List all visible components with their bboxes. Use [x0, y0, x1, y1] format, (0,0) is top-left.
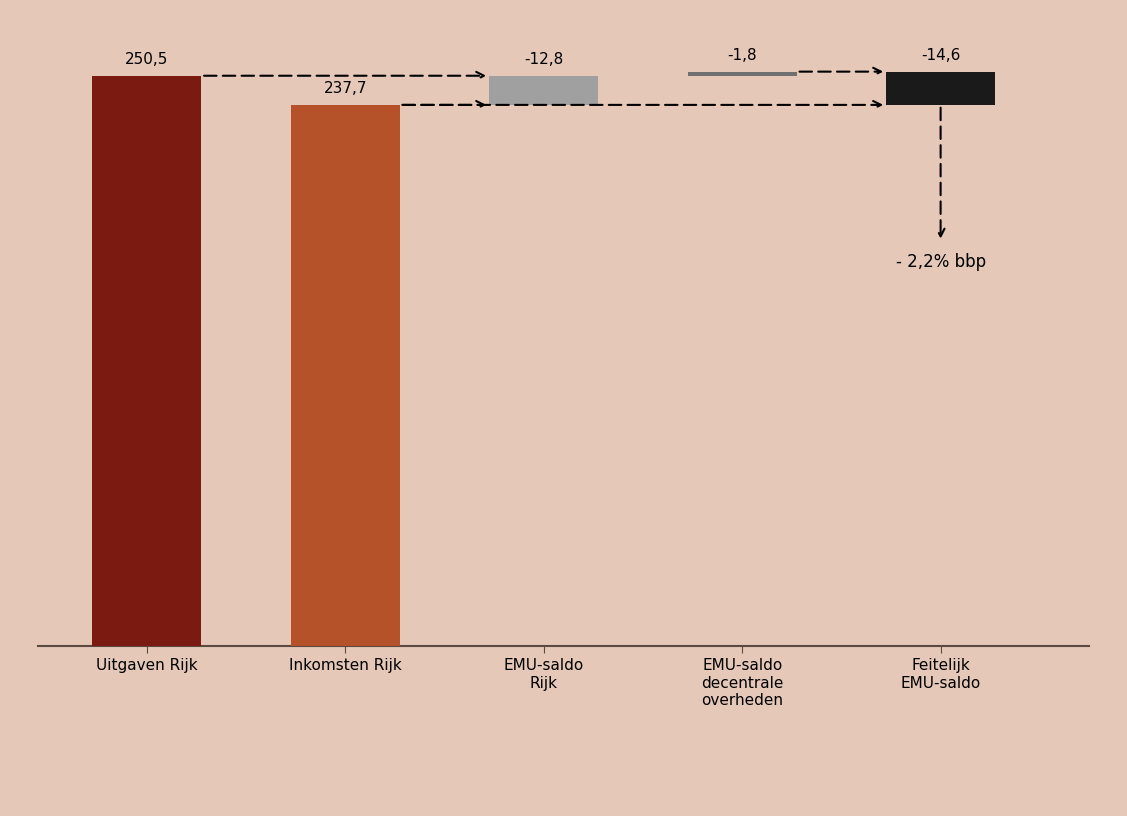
Text: -1,8: -1,8 [727, 47, 757, 63]
Bar [489, 76, 598, 105]
Text: -12,8: -12,8 [524, 51, 564, 67]
Bar [886, 72, 995, 105]
Bar [92, 76, 202, 646]
Text: - 2,2% bbp: - 2,2% bbp [896, 253, 986, 271]
Text: -14,6: -14,6 [921, 47, 960, 63]
Bar [291, 105, 400, 646]
Text: 237,7: 237,7 [323, 81, 367, 95]
Bar [687, 72, 797, 76]
Text: 250,5: 250,5 [125, 51, 168, 67]
